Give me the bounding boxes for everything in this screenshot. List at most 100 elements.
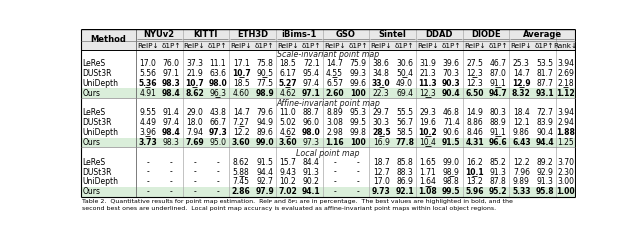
Text: 12.3: 12.3 <box>420 89 436 98</box>
Text: 99.5: 99.5 <box>442 187 461 196</box>
Text: 1.16: 1.16 <box>325 138 344 147</box>
Text: -: - <box>356 177 359 186</box>
Text: 5.56: 5.56 <box>140 69 156 78</box>
Text: -: - <box>147 177 149 186</box>
Text: -: - <box>193 177 196 186</box>
Text: RelP↓: RelP↓ <box>511 43 532 49</box>
Text: 43.8: 43.8 <box>209 108 227 117</box>
Text: 80.3: 80.3 <box>490 108 506 117</box>
Text: 10.2: 10.2 <box>419 128 437 137</box>
Text: LeReS: LeReS <box>83 158 106 167</box>
Text: RelP↓: RelP↓ <box>324 43 346 49</box>
Text: 85.8: 85.8 <box>396 158 413 167</box>
Text: 9.73: 9.73 <box>372 187 390 196</box>
Text: 1.71: 1.71 <box>420 168 436 177</box>
Text: Table 2.  Quantitative results for point map estimation.  Relᴘ and δᴘ₁ are in pe: Table 2. Quantitative results for point … <box>83 199 513 204</box>
Text: 12.2: 12.2 <box>233 128 250 137</box>
Text: 97.4: 97.4 <box>163 118 180 127</box>
Text: 10.1: 10.1 <box>465 168 484 177</box>
Text: 91.3: 91.3 <box>490 168 506 177</box>
Text: Affine-invariant point map: Affine-invariant point map <box>276 99 380 108</box>
Text: 6.43: 6.43 <box>512 138 531 147</box>
Text: 99.3: 99.3 <box>349 69 367 78</box>
Text: 90.3: 90.3 <box>442 79 461 88</box>
Text: 30.6: 30.6 <box>396 59 413 68</box>
Text: 95.2: 95.2 <box>489 187 508 196</box>
Text: 95.4: 95.4 <box>303 69 320 78</box>
Text: 7.45: 7.45 <box>233 177 250 186</box>
Text: 3.60: 3.60 <box>232 138 250 147</box>
Text: RelP↓: RelP↓ <box>417 43 439 49</box>
Text: -: - <box>147 158 149 167</box>
Text: δ1P↑: δ1P↑ <box>255 43 275 49</box>
Text: 25.3: 25.3 <box>513 59 530 68</box>
Text: -: - <box>216 177 220 186</box>
Text: 11.0: 11.0 <box>280 108 296 117</box>
Text: 3.73: 3.73 <box>138 138 157 147</box>
Text: 99.0: 99.0 <box>443 158 460 167</box>
Text: 14.9: 14.9 <box>466 108 483 117</box>
Text: 88.9: 88.9 <box>490 118 506 127</box>
Text: UniDepth: UniDepth <box>83 177 118 186</box>
Text: 50.4: 50.4 <box>396 69 413 78</box>
Text: 99.8: 99.8 <box>349 128 366 137</box>
Text: -: - <box>216 168 220 177</box>
Bar <box>81 29 575 50</box>
Text: 2.18: 2.18 <box>557 79 574 88</box>
Text: 29.7: 29.7 <box>373 108 390 117</box>
Text: 99.6: 99.6 <box>349 79 367 88</box>
Text: 86.9: 86.9 <box>396 177 413 186</box>
Text: 69.4: 69.4 <box>396 89 413 98</box>
Text: iBims-1: iBims-1 <box>282 30 317 39</box>
Text: 4.62: 4.62 <box>280 128 296 137</box>
Text: 56.7: 56.7 <box>396 118 413 127</box>
Text: δ1P↑: δ1P↑ <box>161 43 181 49</box>
Text: 88.7: 88.7 <box>303 108 319 117</box>
Text: 100: 100 <box>350 89 366 98</box>
Text: 98.0: 98.0 <box>302 128 321 137</box>
Text: 3.60: 3.60 <box>278 138 297 147</box>
Text: 94.9: 94.9 <box>256 118 273 127</box>
Text: 5.96: 5.96 <box>465 187 484 196</box>
Text: 2.94: 2.94 <box>557 118 574 127</box>
Text: 28.5: 28.5 <box>372 128 390 137</box>
Text: 84.4: 84.4 <box>303 158 319 167</box>
Text: 22.3: 22.3 <box>373 89 390 98</box>
Text: 3.00: 3.00 <box>557 177 574 186</box>
Text: 75.8: 75.8 <box>256 59 273 68</box>
Text: 98.3: 98.3 <box>162 79 180 88</box>
Text: 72.1: 72.1 <box>303 59 319 68</box>
Text: 96.0: 96.0 <box>303 118 320 127</box>
Text: 99.0: 99.0 <box>255 138 274 147</box>
Text: -: - <box>356 187 359 196</box>
Text: 2.69: 2.69 <box>557 69 574 78</box>
Text: 5.88: 5.88 <box>233 168 250 177</box>
Text: 1.00: 1.00 <box>556 187 575 196</box>
Text: RelP↓: RelP↓ <box>371 43 392 49</box>
Text: 98.8: 98.8 <box>443 177 460 186</box>
Text: 7.96: 7.96 <box>513 168 530 177</box>
Text: 18.5: 18.5 <box>280 59 296 68</box>
Text: 93.1: 93.1 <box>536 89 554 98</box>
Text: δ1P↑: δ1P↑ <box>535 43 554 49</box>
Bar <box>81 138 575 147</box>
Text: 7.02: 7.02 <box>278 187 297 196</box>
Text: 97.3: 97.3 <box>209 128 227 137</box>
Text: 91.5: 91.5 <box>442 138 461 147</box>
Text: 38.6: 38.6 <box>373 59 390 68</box>
Text: 46.8: 46.8 <box>443 108 460 117</box>
Text: 9.86: 9.86 <box>513 128 530 137</box>
Text: RelP↓: RelP↓ <box>184 43 205 49</box>
Text: KITTI: KITTI <box>194 30 218 39</box>
Text: 53.5: 53.5 <box>536 59 553 68</box>
Text: 75.9: 75.9 <box>349 59 367 68</box>
Text: 12.9: 12.9 <box>512 79 531 88</box>
Text: 6.50: 6.50 <box>465 89 484 98</box>
Text: 18.7: 18.7 <box>373 158 390 167</box>
Text: 5.02: 5.02 <box>280 118 296 127</box>
Text: 91.4: 91.4 <box>163 108 180 117</box>
Text: 49.0: 49.0 <box>396 79 413 88</box>
Text: 4.55: 4.55 <box>326 69 343 78</box>
Text: 87.0: 87.0 <box>490 69 506 78</box>
Text: 5.27: 5.27 <box>278 79 297 88</box>
